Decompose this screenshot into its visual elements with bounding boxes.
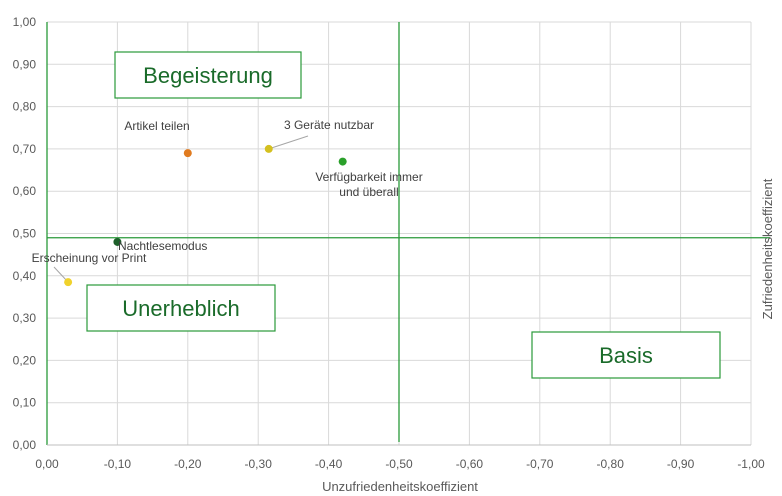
y-tick-label: 0,00: [13, 438, 37, 452]
quadrant-label-begeisterung: Begeisterung: [114, 51, 302, 99]
y-tick-label: 0,80: [13, 100, 37, 114]
y-tick-label: 0,10: [13, 396, 37, 410]
x-tick-label: -0,90: [667, 457, 695, 471]
quadrant-label-basis: Basis: [531, 331, 721, 379]
data-point-group: Artikel teilen: [124, 119, 192, 158]
x-tick-labels: 0,00 -0,10 -0,20 -0,30 -0,40 -0,50 -0,60 -0,70 -…: [35, 457, 765, 471]
x-tick-label: -0,70: [526, 457, 554, 471]
data-point: [264, 144, 273, 153]
data-label: Artikel teilen: [124, 119, 189, 133]
x-axis-title: Unzufriedenheitskoeffizient: [322, 479, 478, 494]
quadrant-box: [114, 51, 302, 99]
y-tick-label: 0,70: [13, 142, 37, 156]
y-axis-title: Zufriedenheitskoeffizient: [760, 178, 775, 319]
data-point-group: Nachtlesemodus: [113, 237, 207, 253]
x-tick-label: -0,30: [245, 457, 273, 471]
x-tick-label: 0,00: [35, 457, 59, 471]
data-point: [64, 278, 73, 287]
y-tick-label: 0,90: [13, 57, 37, 71]
quadrant-labels: Begeisterung Unerheblich Basis: [86, 51, 721, 379]
x-tick-label: -0,50: [385, 457, 413, 471]
y-tick-labels: 0,00 0,10 0,20 0,30 0,40 0,50 0,60 0,70 0,80 0,90…: [13, 15, 37, 452]
data-point-group: Erscheinung vor Print: [32, 251, 147, 287]
quadrant-label-text: Begeisterung: [143, 63, 273, 88]
quadrant-box: [531, 331, 721, 379]
quadrant-box: [86, 284, 276, 332]
y-tick-label: 0,40: [13, 269, 37, 283]
data-point: [183, 149, 192, 158]
data-point: [113, 237, 122, 246]
x-tick-label: -0,10: [104, 457, 132, 471]
x-tick-label: -0,60: [456, 457, 484, 471]
quadrant-label-text: Unerheblich: [122, 296, 239, 321]
y-tick-label: 1,00: [13, 15, 37, 29]
y-tick-label: 0,30: [13, 311, 37, 325]
leader-line: [268, 135, 309, 150]
data-label: Verfügbarkeit immer und überall: [315, 170, 422, 199]
y-tick-label: 0,60: [13, 184, 37, 198]
data-label: Erscheinung vor Print: [32, 251, 147, 265]
x-tick-label: -0,80: [597, 457, 625, 471]
data-label: Nachtlesemodus: [118, 239, 207, 253]
data-point: [338, 157, 347, 166]
data-points: Artikel teilen 3 Geräte nutzbar Verfügbark…: [32, 118, 423, 287]
y-tick-label: 0,20: [13, 353, 37, 367]
quadrant-label-text: Basis: [599, 343, 653, 368]
quadrant-label-unerheblich: Unerheblich: [86, 284, 276, 332]
data-label: 3 Geräte nutzbar: [284, 118, 374, 132]
x-tick-label: -0,20: [174, 457, 202, 471]
data-point-group: Verfügbarkeit immer und überall: [315, 157, 423, 199]
x-tick-label: -1,00: [737, 457, 765, 471]
reference-lines: [46, 22, 770, 446]
y-tick-label: 0,50: [13, 227, 37, 241]
x-tick-label: -0,40: [315, 457, 343, 471]
data-point-group: 3 Geräte nutzbar: [264, 118, 374, 153]
